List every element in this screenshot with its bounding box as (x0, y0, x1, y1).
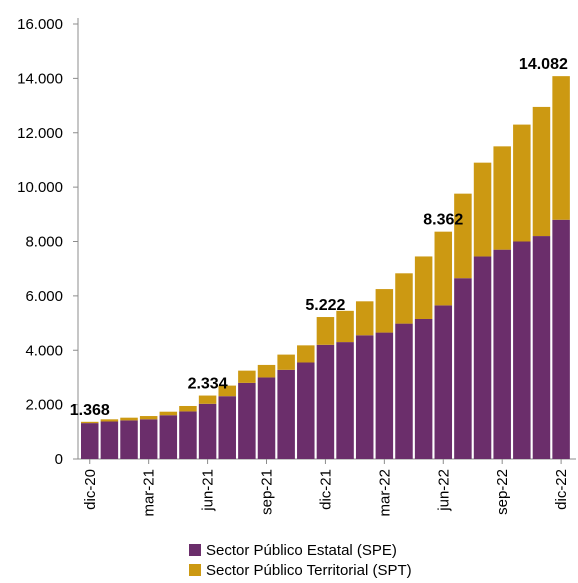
bar-spe (336, 342, 354, 459)
bar-spt (218, 385, 236, 397)
bar-spt (473, 162, 492, 257)
bar-spt (198, 395, 217, 404)
bar-spe (532, 236, 551, 459)
bar-spt (414, 256, 433, 319)
data-label: 14.082 (519, 56, 568, 73)
bar-spe (120, 420, 138, 459)
x-tick-label: jun-21 (200, 469, 217, 512)
legend-item-spt: Sector Público Territorial (SPT) (189, 560, 412, 580)
data-label: 2.334 (188, 376, 228, 393)
bar-spt (139, 416, 158, 420)
x-tick-label: sep-22 (494, 469, 511, 515)
bar-spt (316, 317, 335, 345)
bar-spe (513, 241, 531, 459)
bar-spe (277, 369, 295, 459)
bar-spe (414, 318, 433, 459)
y-tick-label: 0 (55, 451, 63, 468)
legend: Sector Público Estatal (SPE) Sector Públ… (189, 540, 412, 580)
bar-spt (513, 124, 531, 242)
bar-spt (454, 193, 472, 279)
x-tick-label: dic-22 (553, 469, 570, 510)
bar-spe (395, 323, 413, 459)
y-tick-label: 4.000 (25, 342, 63, 359)
x-tick-label: jun-22 (435, 469, 452, 512)
data-label: 8.362 (423, 212, 463, 229)
legend-swatch-spe (189, 544, 201, 556)
bar-spe (179, 411, 197, 459)
bar-spe (493, 249, 511, 459)
bar-spt (81, 421, 99, 424)
bar-spe (375, 332, 394, 459)
bar-spt (179, 405, 197, 412)
bar-spe (434, 305, 453, 459)
bar-spe (238, 382, 256, 459)
bar-spe (81, 423, 99, 459)
bar-spt (434, 231, 453, 306)
bar-spe (316, 344, 335, 459)
bar-spe (198, 403, 217, 459)
x-tick-label: mar-22 (376, 469, 393, 517)
x-tick-label: dic-21 (317, 469, 334, 510)
bar-spt (355, 301, 374, 336)
legend-label-spe: Sector Público Estatal (SPE) (206, 541, 397, 559)
bar-spt (100, 419, 119, 422)
bar-spe (100, 421, 119, 459)
y-tick-label: 12.000 (17, 125, 63, 142)
bar-spt (297, 345, 315, 363)
bar-spt (395, 273, 413, 324)
bar-spt (493, 146, 511, 250)
bar-spt (552, 76, 570, 220)
bar-spt (257, 364, 276, 378)
legend-label-spt: Sector Público Territorial (SPT) (206, 561, 412, 579)
y-tick-label: 16.000 (17, 16, 63, 33)
bar-spe (159, 415, 178, 459)
bar-spe (473, 256, 492, 459)
bar-spt (336, 310, 354, 343)
data-label: 1.368 (70, 402, 110, 419)
legend-item-spe: Sector Público Estatal (SPE) (189, 540, 412, 560)
x-tick-label: dic-20 (82, 469, 99, 510)
x-tick-label: mar-21 (141, 469, 158, 517)
y-tick-label: 8.000 (25, 234, 63, 251)
x-tick-label: sep-21 (259, 469, 276, 515)
bar-spe (257, 377, 276, 459)
bar-spt (532, 106, 551, 237)
y-tick-label: 2.000 (25, 397, 63, 414)
legend-swatch-spt (189, 564, 201, 576)
bar-spt (277, 354, 295, 370)
y-tick-label: 14.000 (17, 70, 63, 87)
bar-spe (552, 219, 570, 459)
y-tick-label: 6.000 (25, 288, 63, 305)
bar-spe (218, 396, 236, 459)
bar-spe (454, 278, 472, 459)
bar-spt (120, 417, 138, 421)
bar-spt (159, 411, 178, 416)
y-tick-label: 10.000 (17, 179, 63, 196)
bar-spe (139, 419, 158, 459)
bar-spe (297, 362, 315, 459)
bar-spe (355, 335, 374, 459)
bar-spt (238, 370, 256, 383)
data-label: 5.222 (305, 297, 345, 314)
chart-svg: 0 2.000 4.000 6.000 8.000 10.000 12.000 14.000 1… (17, 16, 576, 517)
bar-spt (375, 289, 394, 333)
